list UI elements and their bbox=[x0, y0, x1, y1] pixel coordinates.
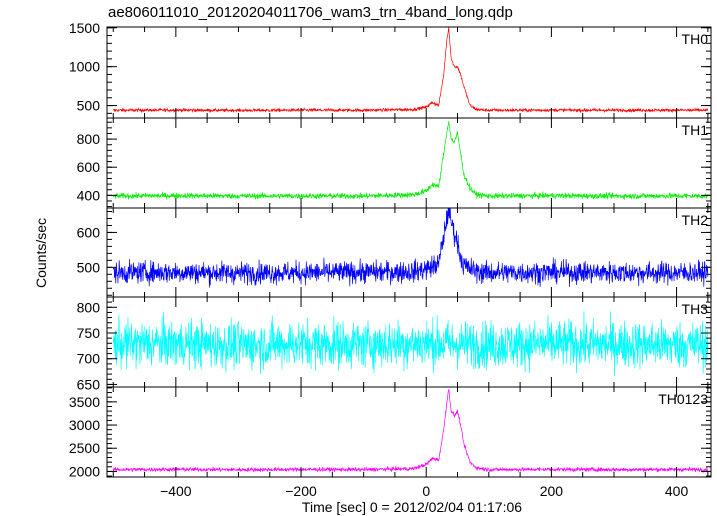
x-tick-label: −400 bbox=[160, 483, 192, 499]
y-tick-label: 500 bbox=[77, 259, 101, 275]
series-line-th0 bbox=[113, 27, 709, 114]
panel-th0: 500 1000 1500 TH0 bbox=[69, 20, 712, 119]
panel-frame bbox=[106, 26, 712, 119]
series-line-th2 bbox=[112, 208, 709, 288]
panel-label-th2: TH2 bbox=[682, 212, 709, 228]
x-tick-label: 400 bbox=[665, 483, 689, 499]
panel-frame bbox=[106, 386, 712, 478]
series-line-th0123 bbox=[112, 389, 709, 474]
y-tick-label: 600 bbox=[77, 224, 101, 240]
series-line-th3 bbox=[112, 311, 709, 376]
panel-th1: 400 600 800 TH1 bbox=[77, 117, 712, 209]
y-tick-label: 400 bbox=[77, 187, 101, 203]
panel-label-th3: TH3 bbox=[682, 301, 709, 317]
panel-th0123: 2000 2500 3000 3500 TH0123 bbox=[69, 386, 712, 479]
y-tick-label: 2000 bbox=[69, 463, 100, 479]
x-tick-label: −200 bbox=[285, 483, 317, 499]
y-tick-label: 3500 bbox=[69, 394, 100, 410]
x-tick-label: 200 bbox=[540, 483, 564, 499]
panel-th2: 500 600 TH2 bbox=[77, 207, 712, 298]
panel-frame bbox=[106, 207, 712, 298]
y-tick-label: 800 bbox=[77, 299, 101, 315]
panel-label-th0123: TH0123 bbox=[658, 391, 708, 407]
x-axis-label: Time [sec] 0 = 2012/02/04 01:17:06 bbox=[302, 499, 522, 515]
y-tick-label: 1500 bbox=[69, 20, 100, 36]
y-axis-label: Counts/sec bbox=[33, 218, 49, 288]
y-tick-label: 2500 bbox=[69, 440, 100, 456]
panel-label-th1: TH1 bbox=[682, 122, 709, 138]
panel-label-th0: TH0 bbox=[682, 31, 709, 47]
y-tick-label: 500 bbox=[77, 98, 101, 114]
y-tick-label: 1000 bbox=[69, 59, 100, 75]
panel-th3: 650 700 750 800 TH3 bbox=[77, 296, 712, 392]
y-tick-label: 650 bbox=[77, 376, 101, 392]
series-line-th1 bbox=[112, 121, 708, 200]
y-tick-label: 700 bbox=[77, 351, 101, 367]
y-tick-label: 750 bbox=[77, 325, 101, 341]
panels: 500 1000 1500 TH0 400 600 800 TH1 500 600 TH2 650 70… bbox=[69, 20, 712, 499]
chart-title: ae806011010_20120204011706_wam3_trn_4ban… bbox=[108, 4, 513, 21]
y-tick-label: 3000 bbox=[69, 417, 100, 433]
y-tick-label: 800 bbox=[77, 131, 101, 147]
y-tick-label: 600 bbox=[77, 159, 101, 175]
x-tick-label: 0 bbox=[422, 483, 430, 499]
